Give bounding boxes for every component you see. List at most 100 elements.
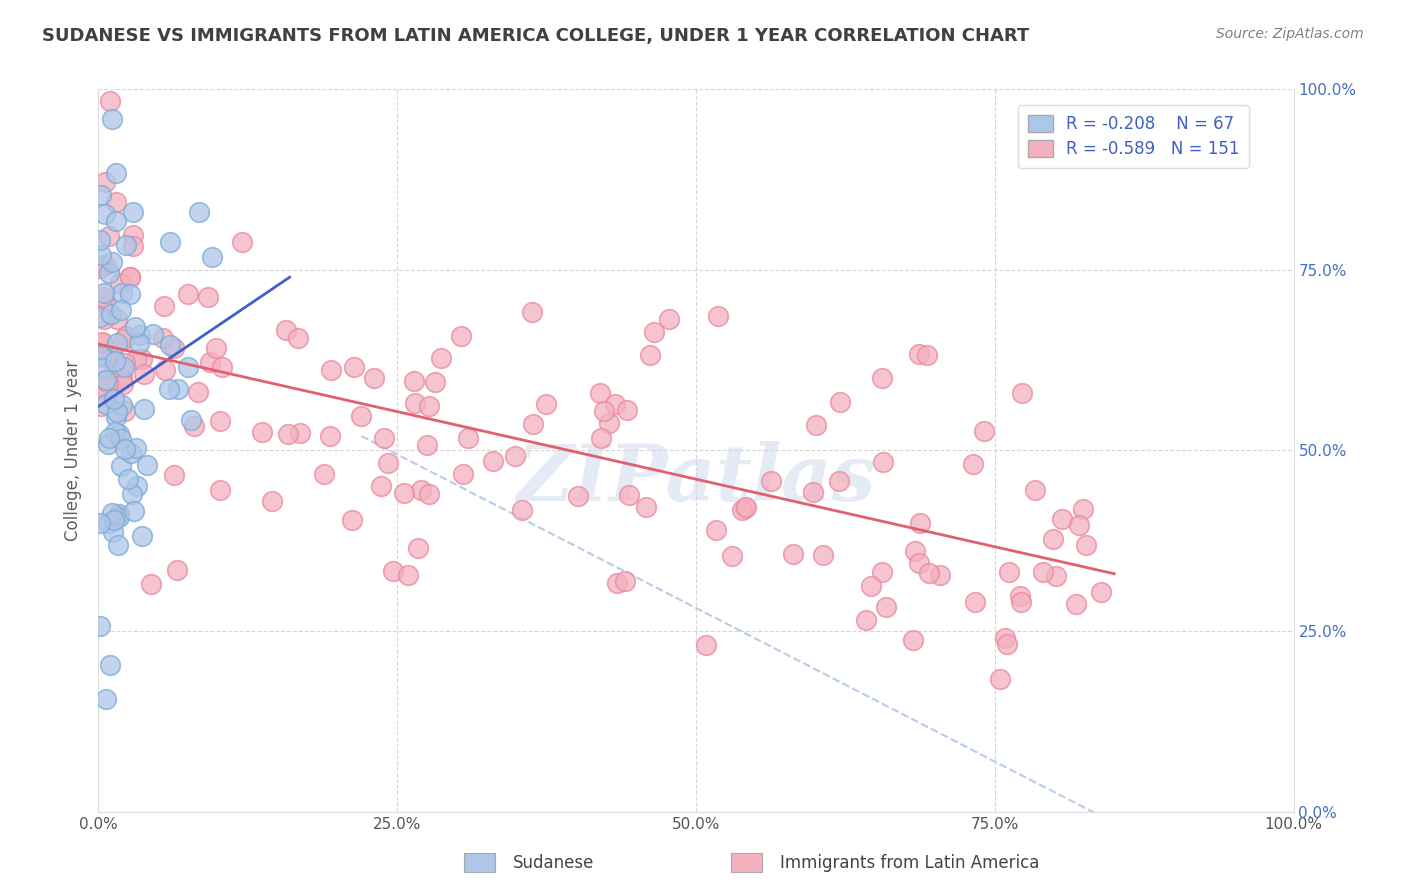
- Point: [457, 431, 479, 445]
- Point: [735, 500, 758, 515]
- Point: [1024, 483, 1046, 497]
- Point: [110, 458, 132, 473]
- Point: [606, 576, 628, 591]
- Point: [915, 348, 938, 362]
- Point: [522, 417, 544, 431]
- Point: [450, 329, 472, 343]
- Point: [96, 397, 118, 411]
- Point: [152, 330, 174, 344]
- Point: [124, 319, 146, 334]
- Point: [90, 248, 112, 262]
- Point: [1090, 584, 1112, 599]
- Point: [114, 403, 136, 417]
- Point: [105, 405, 128, 419]
- Point: [183, 419, 205, 434]
- Point: [115, 238, 138, 252]
- Point: [276, 323, 298, 337]
- Point: [110, 433, 132, 447]
- Point: [704, 523, 727, 537]
- Point: [973, 424, 995, 438]
- Point: [93, 286, 115, 301]
- Point: [125, 441, 148, 455]
- Point: [104, 410, 127, 425]
- Point: [94, 691, 117, 706]
- Point: [1073, 502, 1095, 516]
- Point: [720, 549, 742, 563]
- Point: [1069, 518, 1091, 533]
- Point: [159, 235, 181, 250]
- Point: [122, 227, 145, 242]
- Point: [636, 500, 658, 514]
- Point: [110, 399, 132, 413]
- Point: [90, 349, 112, 363]
- Point: [104, 425, 127, 439]
- Point: [201, 251, 224, 265]
- Point: [97, 516, 120, 531]
- Point: [638, 348, 661, 362]
- Point: [430, 351, 453, 366]
- Legend: R = -0.208    N = 67, R = -0.589   N = 151: R = -0.208 N = 67, R = -0.589 N = 151: [1018, 104, 1250, 168]
- Point: [90, 187, 112, 202]
- Point: [90, 399, 112, 413]
- Point: [616, 403, 638, 417]
- Point: [125, 352, 148, 367]
- Point: [120, 270, 142, 285]
- Point: [423, 375, 446, 389]
- Point: [205, 341, 228, 355]
- Point: [416, 437, 439, 451]
- Point: [159, 338, 181, 352]
- Point: [377, 456, 399, 470]
- Point: [104, 354, 127, 368]
- Point: [591, 431, 613, 445]
- Point: [112, 332, 135, 346]
- Point: [101, 524, 124, 539]
- Point: [117, 472, 139, 486]
- Point: [120, 286, 142, 301]
- Point: [801, 485, 824, 500]
- Point: [997, 566, 1019, 580]
- Point: [107, 427, 129, 442]
- Point: [512, 503, 534, 517]
- Point: [567, 489, 589, 503]
- Point: [208, 414, 231, 428]
- Point: [121, 486, 143, 500]
- Point: [658, 312, 681, 326]
- Point: [163, 342, 186, 356]
- Point: [111, 286, 134, 301]
- Point: [97, 385, 120, 400]
- Point: [918, 566, 941, 580]
- Point: [166, 563, 188, 577]
- Point: [101, 254, 124, 268]
- Point: [180, 412, 202, 426]
- Point: [908, 516, 931, 530]
- Point: [111, 371, 134, 385]
- Point: [134, 367, 156, 381]
- Text: ZIPatlas: ZIPatlas: [516, 442, 876, 517]
- Point: [132, 402, 155, 417]
- Point: [312, 467, 335, 481]
- Point: [98, 657, 121, 672]
- Point: [89, 233, 111, 247]
- Point: [363, 371, 385, 385]
- Point: [997, 637, 1019, 651]
- Point: [907, 556, 929, 570]
- Point: [128, 335, 150, 350]
- Point: [108, 507, 131, 521]
- Point: [603, 397, 626, 411]
- Point: [589, 386, 612, 401]
- Text: SUDANESE VS IMMIGRANTS FROM LATIN AMERICA COLLEGE, UNDER 1 YEAR CORRELATION CHAR: SUDANESE VS IMMIGRANTS FROM LATIN AMERIC…: [42, 27, 1029, 45]
- Point: [101, 506, 124, 520]
- Point: [115, 328, 138, 343]
- Point: [260, 494, 283, 508]
- Point: [94, 295, 117, 310]
- Point: [104, 195, 127, 210]
- Point: [94, 372, 117, 386]
- Point: [1042, 532, 1064, 546]
- Point: [98, 229, 121, 244]
- Point: [94, 351, 117, 366]
- Point: [870, 371, 893, 385]
- Point: [89, 386, 111, 401]
- Point: [97, 266, 120, 280]
- Point: [1074, 538, 1097, 552]
- Point: [343, 359, 366, 374]
